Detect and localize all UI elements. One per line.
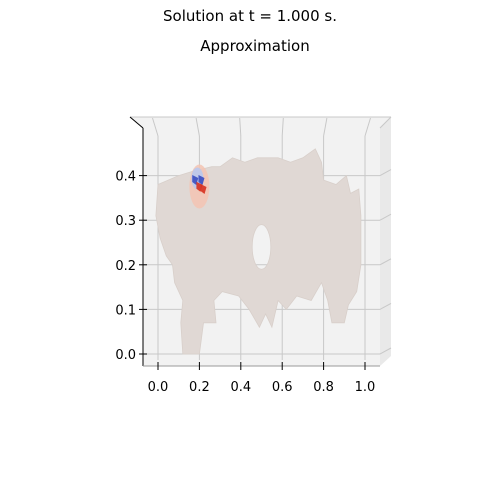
y-gridline-depth <box>379 302 392 310</box>
hotspot-patch-positive <box>200 183 207 194</box>
side-pane <box>380 117 391 366</box>
y-tick-label: 0.0 <box>115 348 136 363</box>
y-gridline-depth <box>379 258 392 266</box>
tick-labels: 0.0 0.1 0.2 0.3 0.4 0.0 0.2 0.4 0.6 0.8 1.0 <box>115 170 375 395</box>
hotspot-patch-negative <box>198 175 205 186</box>
x-gridline-depth <box>152 117 159 137</box>
y-tick-label: 0.2 <box>115 259 136 274</box>
x-gridline-depth <box>323 117 328 137</box>
x-tick-label: 1.0 <box>355 380 376 395</box>
x-gridline-depth <box>195 117 200 137</box>
y-tick-label: 0.1 <box>115 303 136 318</box>
z-axis-line <box>129 116 144 129</box>
y-tick-label: 0.3 <box>115 214 136 229</box>
x-gridline-depth <box>281 117 284 137</box>
x-gridline-depth <box>364 117 371 137</box>
x-tick-label: 0.8 <box>313 380 334 395</box>
x-tick-label: 0.4 <box>230 380 251 395</box>
x-tick-label: 0.2 <box>189 380 210 395</box>
y-gridline-depth <box>379 347 392 355</box>
x-gridline-depth <box>239 117 242 137</box>
corner-edge <box>379 116 392 129</box>
y-gridline-depth <box>379 213 392 221</box>
figure-suptitle: Solution at t = 1.000 s. <box>163 7 337 25</box>
solution-surface <box>155 148 362 355</box>
y-gridline-depth <box>379 169 392 177</box>
chart-title: Approximation <box>200 37 310 55</box>
x-tick-label: 0.0 <box>148 380 169 395</box>
y-tick-label: 0.4 <box>115 170 136 185</box>
x-tick-label: 0.6 <box>272 380 293 395</box>
axis-lines <box>129 116 380 367</box>
